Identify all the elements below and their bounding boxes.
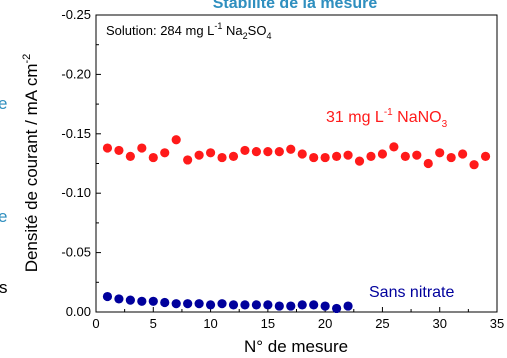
y-tick-label: -0.20	[61, 66, 91, 81]
series-label-sans-nitrate: Sans nitrate	[369, 284, 454, 301]
data-point-nitrate	[343, 150, 353, 160]
data-point-sans-nitrate	[240, 300, 250, 310]
data-point-sans-nitrate	[343, 301, 353, 311]
data-point-nitrate	[114, 145, 124, 156]
data-point-nitrate	[400, 151, 410, 161]
data-point-sans-nitrate	[194, 299, 204, 309]
x-tick-label: 30	[432, 316, 446, 331]
data-point-sans-nitrate	[160, 297, 170, 308]
plot-frame	[95, 14, 498, 313]
data-point-nitrate	[366, 151, 376, 161]
data-point-sans-nitrate	[332, 303, 342, 314]
data-point-nitrate	[332, 151, 342, 161]
data-point-sans-nitrate	[228, 300, 239, 310]
y-axis-label: Densité de courant / mA cm-2	[21, 54, 41, 273]
x-tick-label: 20	[318, 316, 332, 331]
data-point-sans-nitrate	[102, 291, 113, 302]
y-tick-label: -0.25	[61, 7, 91, 22]
data-point-nitrate	[446, 152, 456, 163]
data-point-nitrate	[320, 152, 330, 163]
data-point-nitrate	[309, 152, 319, 163]
y-tick-label: -0.15	[61, 126, 91, 141]
x-tick-label: 25	[375, 316, 389, 331]
data-point-nitrate	[274, 147, 284, 157]
data-point-nitrate	[148, 152, 158, 163]
data-point-nitrate	[205, 148, 216, 158]
data-points	[102, 135, 491, 314]
data-point-nitrate	[469, 160, 479, 170]
x-tick-label: 0	[92, 316, 99, 331]
x-tick-label: 10	[203, 316, 217, 331]
data-point-sans-nitrate	[148, 296, 158, 306]
data-point-sans-nitrate	[205, 300, 216, 310]
x-tick-label: 35	[490, 316, 504, 331]
data-point-sans-nitrate	[217, 299, 227, 309]
y-tick-label: -0.10	[61, 185, 91, 200]
y-tick-label: 0.00	[66, 304, 91, 319]
data-point-nitrate	[125, 151, 135, 161]
x-tick-label: 15	[261, 316, 275, 331]
data-point-sans-nitrate	[263, 300, 273, 310]
data-point-sans-nitrate	[171, 299, 181, 309]
data-point-sans-nitrate	[114, 294, 124, 304]
data-point-nitrate	[102, 143, 113, 153]
data-point-nitrate	[286, 144, 296, 154]
data-point-nitrate	[263, 147, 273, 157]
chart-title: Stabilité de la mesure	[213, 0, 378, 12]
x-tick-label: 5	[150, 316, 157, 331]
data-point-sans-nitrate	[183, 299, 193, 309]
data-point-nitrate	[297, 149, 307, 159]
data-point-nitrate	[217, 152, 227, 163]
data-point-sans-nitrate	[297, 300, 307, 310]
data-point-nitrate	[458, 149, 468, 159]
left-edge-fragment: e	[0, 207, 7, 226]
data-point-nitrate	[354, 156, 365, 166]
data-point-nitrate	[171, 135, 181, 145]
data-point-sans-nitrate	[320, 301, 330, 311]
data-point-nitrate	[480, 151, 491, 161]
left-edge-fragment: s	[0, 278, 8, 297]
data-point-nitrate	[137, 143, 147, 153]
data-point-nitrate	[251, 147, 261, 157]
data-point-nitrate	[183, 155, 193, 165]
data-point-nitrate	[423, 158, 433, 169]
data-point-nitrate	[160, 148, 170, 158]
data-point-nitrate	[240, 145, 250, 156]
data-point-sans-nitrate	[251, 300, 261, 310]
data-point-sans-nitrate	[309, 300, 319, 310]
series-label-nitrate: 31 mg L-1 NaNO3	[326, 107, 448, 130]
solution-annotation: Solution: 284 mg L-1 Na2SO4	[106, 21, 271, 41]
data-point-nitrate	[228, 151, 239, 161]
data-point-sans-nitrate	[137, 296, 147, 306]
data-point-nitrate	[412, 150, 422, 160]
data-point-nitrate	[435, 148, 445, 158]
axes: 0 5 10 15 20 25 30 35 0.00 -0.05 -0.10 -0.15 -0.20 -0…	[61, 7, 504, 331]
data-point-sans-nitrate	[286, 301, 296, 311]
left-edge-fragment: e	[0, 94, 7, 113]
data-point-nitrate	[389, 142, 399, 152]
data-point-nitrate	[194, 150, 204, 160]
x-axis-label: N° de mesure	[244, 337, 348, 356]
data-point-sans-nitrate	[274, 301, 284, 311]
y-tick-label: -0.05	[61, 245, 91, 260]
data-point-sans-nitrate	[125, 295, 135, 305]
data-point-nitrate	[377, 149, 388, 159]
